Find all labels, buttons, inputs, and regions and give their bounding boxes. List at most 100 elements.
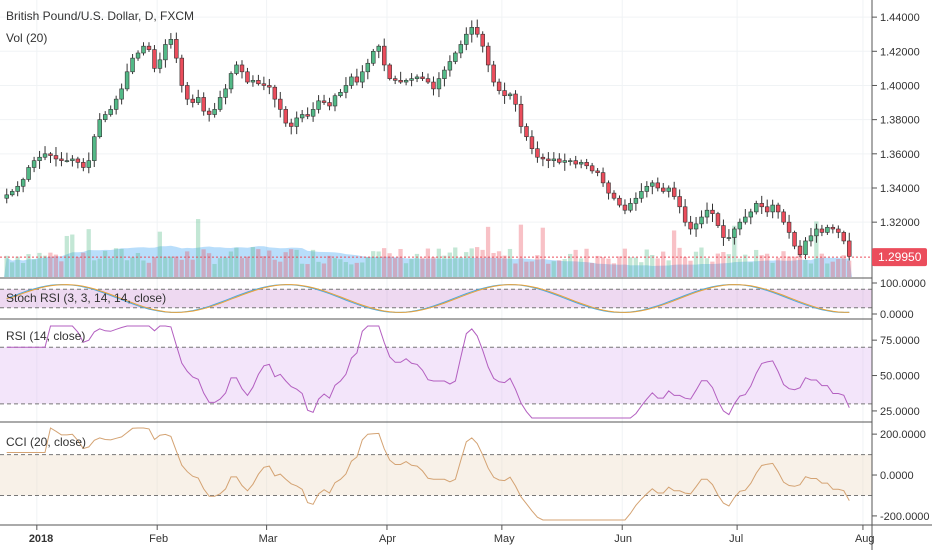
volume-bar — [403, 263, 409, 277]
volume-bar — [250, 247, 255, 277]
cci-pane[interactable] — [0, 427, 872, 521]
rsi-legend[interactable]: RSI (14, close) — [6, 329, 85, 343]
candle — [398, 80, 403, 83]
candle — [797, 245, 803, 255]
time-tick-label: Apr — [379, 533, 396, 545]
candle — [803, 240, 808, 255]
candle — [491, 64, 496, 83]
candle — [113, 98, 119, 110]
volume-bar — [283, 252, 288, 277]
volume-bar — [185, 251, 190, 277]
volume-bar — [108, 258, 113, 277]
volume-bar — [354, 262, 359, 277]
time-axis[interactable]: 2018 Feb Mar Apr May Jun Jul Aug — [29, 525, 875, 545]
candle — [562, 160, 567, 163]
candle — [764, 206, 770, 213]
volume-bar — [781, 251, 786, 277]
volume-bar — [392, 258, 398, 277]
cci-legend[interactable]: CCI (20, close) — [6, 435, 86, 449]
candle — [365, 62, 371, 73]
volume-bar — [584, 248, 589, 277]
candle — [458, 44, 464, 54]
candle — [53, 155, 59, 160]
rsi-pane[interactable] — [0, 325, 872, 419]
volume-bar — [666, 260, 671, 277]
candle — [644, 185, 650, 192]
candle — [245, 71, 250, 83]
volume-bar — [267, 250, 272, 277]
volume-bar — [655, 258, 660, 277]
volume-bar — [650, 255, 655, 277]
stoch-rsi-pane[interactable] — [0, 284, 872, 313]
candle — [825, 226, 830, 233]
volume-bar — [436, 248, 441, 277]
volume-bar — [551, 261, 556, 277]
price-axis[interactable]: 1.44000 1.42000 1.40000 1.38000 1.36000 1.340… — [872, 12, 930, 523]
candlestick-series — [4, 19, 852, 261]
candle — [622, 204, 628, 211]
volume-bar — [442, 255, 447, 277]
candle — [168, 39, 174, 45]
price-tick-label: 1.34000 — [880, 183, 920, 195]
candle — [770, 204, 775, 213]
candle — [847, 240, 852, 257]
candle — [699, 216, 704, 225]
indicator-tick-label: 200.0000 — [880, 429, 926, 441]
volume-bar — [305, 264, 310, 277]
volume-bar — [524, 261, 529, 277]
volume-bar — [130, 257, 135, 277]
band-fill — [0, 454, 872, 496]
candle — [617, 197, 622, 206]
candle — [190, 98, 195, 103]
candle — [557, 158, 562, 163]
volume-bar — [732, 225, 737, 277]
volume-bar — [704, 258, 710, 277]
price-tick-label: 1.44000 — [880, 12, 920, 24]
candle — [710, 209, 715, 214]
volume-bar — [37, 252, 42, 277]
volume-bar — [349, 264, 354, 277]
candle — [26, 167, 31, 180]
candle — [108, 109, 113, 115]
volume-legend[interactable]: Vol (20) — [6, 31, 47, 45]
volume-bar — [360, 262, 365, 277]
candle — [228, 73, 234, 90]
volume-bar — [825, 263, 830, 277]
candle — [409, 78, 414, 81]
volume-bar — [119, 248, 124, 277]
volume-bar — [42, 255, 48, 277]
volume-bar — [26, 254, 31, 277]
main-pane[interactable] — [0, 0, 872, 525]
volume-bar — [20, 263, 26, 277]
volume-bar — [398, 248, 403, 277]
candle — [671, 187, 677, 197]
candle — [201, 97, 206, 112]
volume-bar — [338, 259, 343, 277]
volume-bar — [568, 253, 573, 277]
volume-bar — [480, 249, 485, 277]
band-fill — [0, 347, 872, 404]
volume-bar — [113, 248, 119, 277]
candle — [343, 85, 349, 93]
volume-bar — [299, 263, 305, 277]
volume-bar — [699, 247, 704, 277]
candle — [759, 203, 764, 208]
stoch-legend[interactable]: Stoch RSI (3, 3, 14, 14, close) — [6, 291, 166, 305]
candle — [453, 52, 458, 62]
candle — [524, 126, 529, 138]
candle — [42, 153, 48, 158]
volume-bar — [316, 261, 321, 277]
candle — [130, 57, 135, 73]
volume-bar — [256, 249, 261, 277]
candle — [414, 76, 420, 79]
price-tick-label: 1.38000 — [880, 115, 920, 127]
indicator-tick-label: -200.0000 — [880, 511, 930, 523]
candle — [217, 97, 223, 110]
volume-bar — [819, 253, 824, 277]
symbol-title[interactable]: British Pound/U.S. Dollar, D, FXCM — [6, 9, 194, 23]
volume-bar — [518, 224, 524, 277]
volume-bar — [611, 263, 617, 277]
candle — [704, 209, 710, 218]
candle — [502, 90, 507, 97]
